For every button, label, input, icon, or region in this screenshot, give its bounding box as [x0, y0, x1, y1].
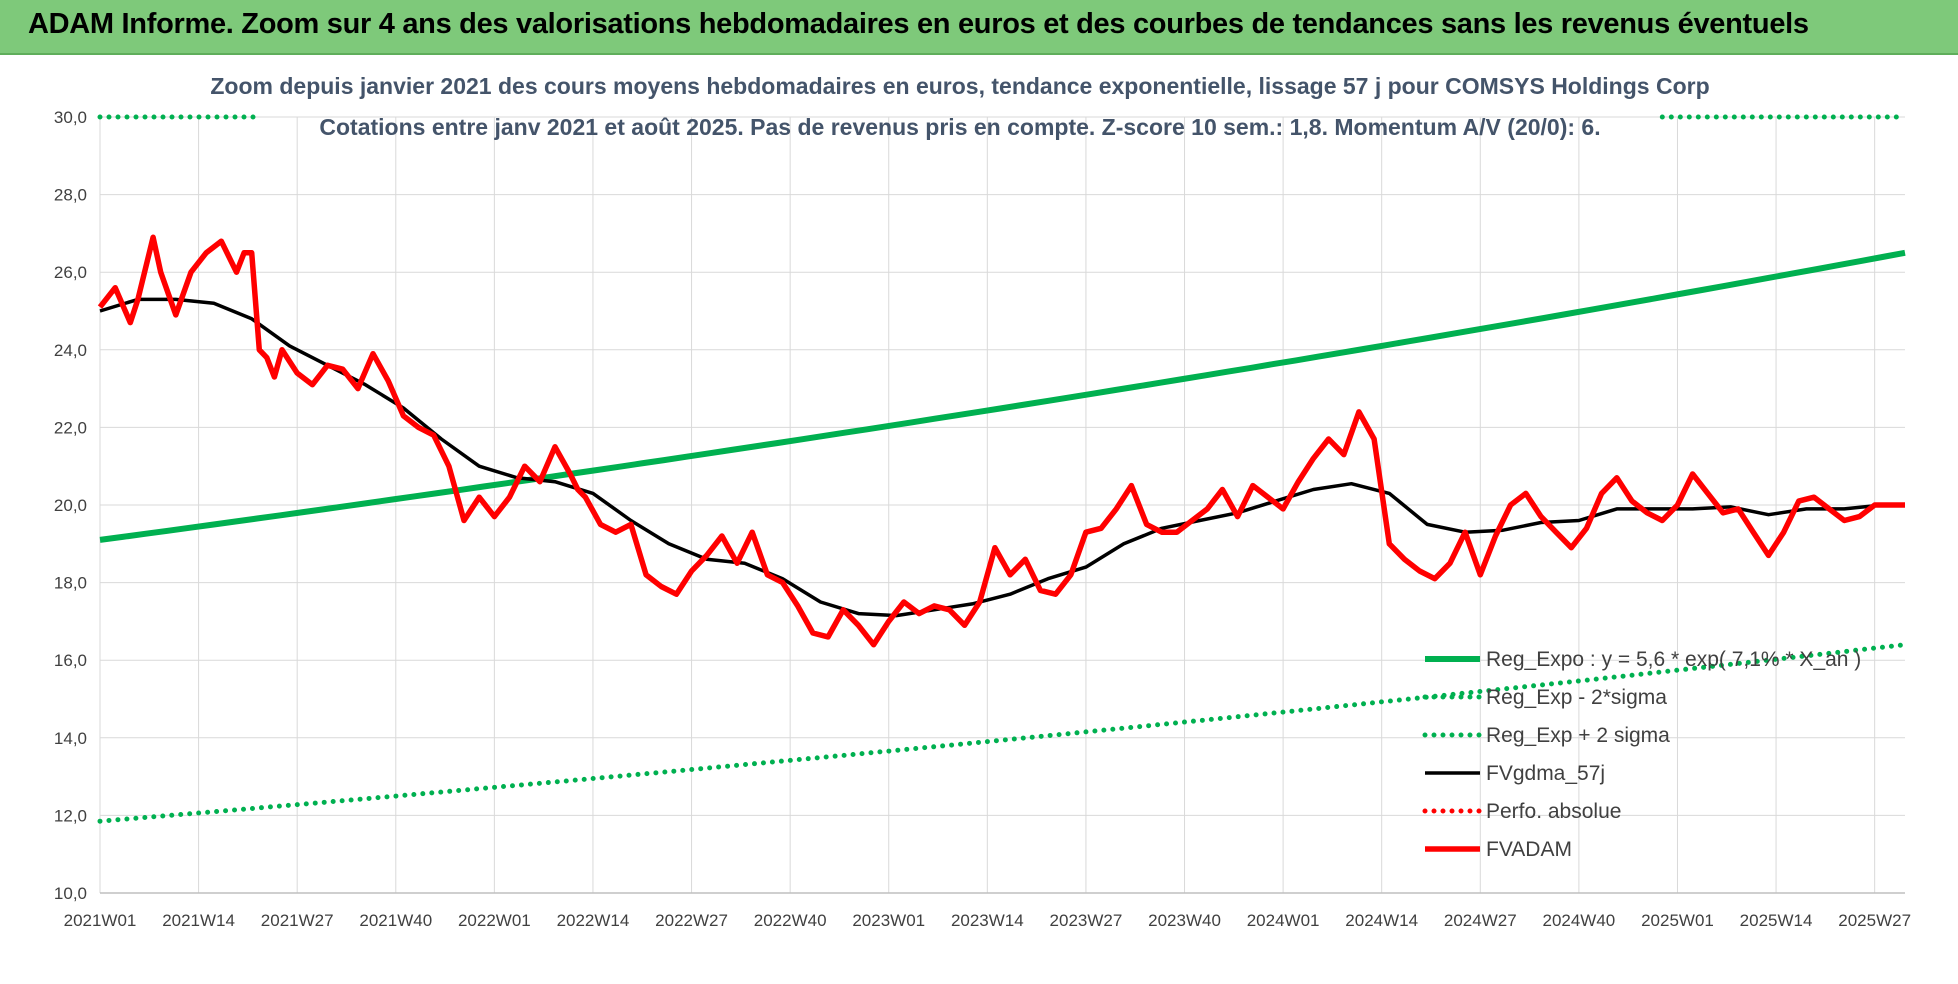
series-layer — [97, 114, 1908, 824]
x-tick-label: 2022W27 — [655, 911, 728, 930]
x-tick-label: 2022W14 — [557, 911, 630, 930]
series-fvgdma-57j — [99, 297, 1905, 618]
x-tick-label: 2024W14 — [1345, 911, 1418, 930]
y-tick-label: 18,0 — [54, 574, 87, 593]
x-axis-labels: 2021W01 2021W14 2021W27 2021W40 2022W01 2022W… — [64, 911, 1911, 930]
x-tick-label: 2023W01 — [852, 911, 925, 930]
legend-label: FVgdma_57j — [1486, 762, 1605, 785]
x-tick-label: 2022W40 — [754, 911, 827, 930]
series-reg-expo-y-5-6-exp-7-1-x-an — [99, 249, 1906, 543]
y-tick-label: 20,0 — [54, 496, 87, 515]
legend-label: Perfo. absolue — [1486, 800, 1621, 823]
y-tick-label: 22,0 — [54, 418, 87, 437]
x-tick-label: 2025W27 — [1838, 911, 1911, 930]
valuation-chart: 10,0 12,0 14,0 16,0 18,0 20,0 22,0 24,0 26,0 28,0… — [0, 55, 1958, 984]
grid-lines — [99, 116, 1905, 893]
x-tick-label: 2021W14 — [162, 911, 235, 930]
legend-label: Reg_Expo : y = 5,6 * exp( 7,1% * X_an ) — [1486, 648, 1861, 671]
y-tick-label: 12,0 — [54, 806, 87, 825]
y-tick-label: 16,0 — [54, 651, 87, 670]
x-tick-label: 2023W27 — [1050, 911, 1123, 930]
x-tick-label: 2024W40 — [1542, 911, 1615, 930]
y-tick-label: 28,0 — [54, 186, 87, 205]
legend-label: Reg_Exp + 2 sigma — [1486, 724, 1670, 747]
series-reg-exp-2-sigma — [97, 642, 1908, 824]
y-axis-labels: 10,0 12,0 14,0 16,0 18,0 20,0 22,0 24,0 26,0 28,0… — [54, 108, 87, 903]
x-tick-label: 2023W14 — [951, 911, 1024, 930]
x-tick-label: 2023W40 — [1148, 911, 1221, 930]
x-tick-label: 2024W27 — [1444, 911, 1517, 930]
legend-label: FVADAM — [1486, 838, 1572, 861]
y-tick-label: 14,0 — [54, 729, 87, 748]
chart-title-line2: Cotations entre janv 2021 et août 2025. … — [319, 114, 1600, 140]
y-tick-label: 10,0 — [54, 884, 87, 903]
x-tick-label: 2025W01 — [1641, 911, 1714, 930]
x-tick-label: 2021W01 — [64, 911, 137, 930]
y-tick-label: 30,0 — [54, 108, 87, 127]
x-tick-label: 2025W14 — [1740, 911, 1813, 930]
x-tick-label: 2022W01 — [458, 911, 531, 930]
x-tick-label: 2021W27 — [261, 911, 334, 930]
chart-legend: Reg_Expo : y = 5,6 * exp( 7,1% * X_an ) R… — [1422, 648, 1861, 861]
chart-background — [0, 55, 1958, 984]
series-fvadam — [97, 234, 1905, 648]
x-tick-label: 2024W01 — [1247, 911, 1320, 930]
y-tick-label: 26,0 — [54, 263, 87, 282]
y-tick-label: 24,0 — [54, 341, 87, 360]
legend-label: Reg_Exp - 2*sigma — [1486, 686, 1667, 709]
report-title: ADAM Informe. Zoom sur 4 ans des valoris… — [28, 8, 1809, 40]
chart-title-line1: Zoom depuis janvier 2021 des cours moyen… — [210, 73, 1709, 99]
x-tick-label: 2021W40 — [359, 911, 432, 930]
report-banner: ADAM Informe. Zoom sur 4 ans des valoris… — [0, 0, 1958, 55]
